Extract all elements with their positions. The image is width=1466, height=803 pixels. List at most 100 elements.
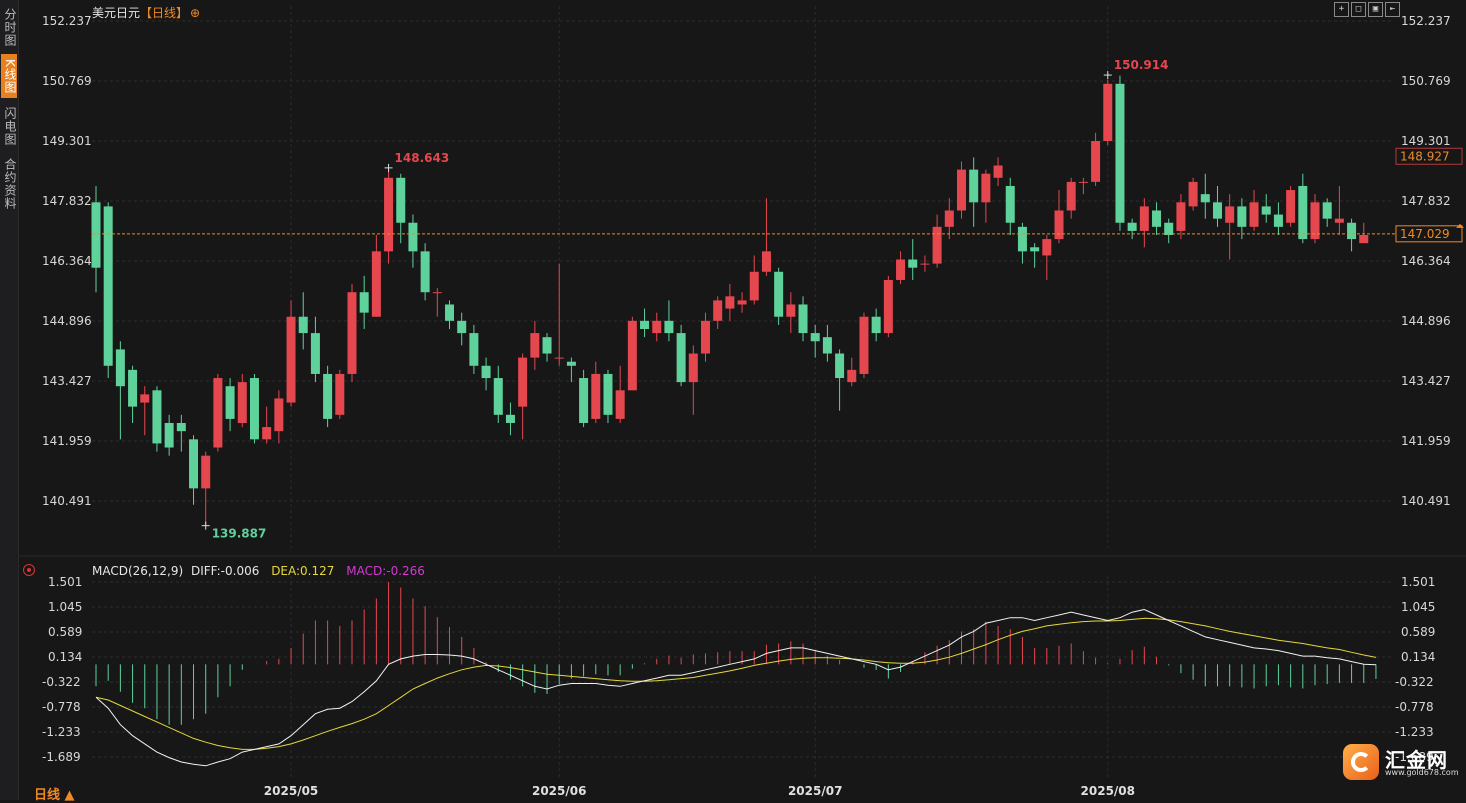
candle-body xyxy=(1152,210,1162,227)
candle-body xyxy=(1005,185,1015,223)
candle-body xyxy=(1273,214,1283,227)
date-tick-label: 2025/06 xyxy=(532,784,586,798)
logo-mark-icon xyxy=(1343,744,1379,780)
candle xyxy=(262,406,272,444)
candle-body xyxy=(993,165,1003,178)
candle-body xyxy=(725,296,735,309)
candle xyxy=(164,414,174,456)
candle-body xyxy=(883,279,893,334)
fullscreen-icon[interactable]: ▣ xyxy=(1368,2,1383,17)
price-tick-label: 147.832 xyxy=(42,194,92,208)
candle-body xyxy=(774,271,784,317)
candle-body xyxy=(932,226,942,264)
candle-body xyxy=(384,177,394,252)
candle-body xyxy=(1286,190,1296,223)
candle xyxy=(91,185,101,293)
candle xyxy=(1139,198,1149,248)
candle-body xyxy=(847,369,857,383)
tab-flash-chart[interactable]: 闪电图 xyxy=(3,106,17,146)
fit-icon[interactable]: □ xyxy=(1351,2,1366,17)
candle-body xyxy=(262,427,272,440)
candle-body xyxy=(688,353,698,383)
candle xyxy=(908,239,918,280)
candle xyxy=(1359,222,1369,244)
price-label-box xyxy=(1395,147,1463,165)
candle-body xyxy=(1200,194,1210,203)
candle-body xyxy=(1091,141,1101,182)
candle-body xyxy=(969,169,979,203)
tab-kline[interactable]: K线图 xyxy=(1,54,17,98)
candle-body xyxy=(335,373,345,415)
candle-body xyxy=(1322,202,1332,219)
candle-body xyxy=(505,414,515,423)
price-tick-label: 150.769 xyxy=(42,74,92,88)
candle xyxy=(688,345,698,415)
candle xyxy=(1261,194,1271,223)
candle-body xyxy=(810,333,820,342)
candle-body xyxy=(225,386,235,419)
macd-tick-label: -1.233 xyxy=(42,725,81,739)
back-icon[interactable]: ⇤ xyxy=(1385,2,1400,17)
tab-timeshare[interactable]: 分时图 xyxy=(3,7,17,47)
candle xyxy=(371,235,381,317)
candle xyxy=(981,169,991,223)
price-tick-label: 144.896 xyxy=(42,314,92,328)
macd-tick-label: 1.501 xyxy=(1401,575,1435,589)
candle-body xyxy=(859,316,869,374)
candle-body xyxy=(835,353,845,379)
price-tick-label: 140.491 xyxy=(42,494,92,508)
candle xyxy=(103,202,113,379)
indicator-settings-icon[interactable] xyxy=(23,564,35,576)
price-tick-label: 141.959 xyxy=(1401,434,1451,448)
period-label: 【日线】 xyxy=(140,6,189,20)
price-tick-label: 146.364 xyxy=(42,254,92,268)
candle xyxy=(1042,235,1052,280)
candle xyxy=(883,275,893,338)
candle xyxy=(420,243,430,301)
candle-body xyxy=(798,304,808,334)
macd-tick-label: 1.045 xyxy=(48,600,82,614)
tab-contract-info[interactable]: 合约资料 xyxy=(3,158,17,210)
candle xyxy=(1212,185,1222,227)
candle xyxy=(932,214,942,268)
candle xyxy=(920,255,930,272)
candle xyxy=(323,365,333,428)
candle-body xyxy=(737,300,747,305)
candle xyxy=(810,324,820,358)
candle-body xyxy=(627,320,637,391)
price-tick-label: 149.301 xyxy=(42,134,92,148)
candle xyxy=(1188,177,1198,211)
candle xyxy=(1005,177,1015,236)
circle-plus-icon[interactable]: ⊕ xyxy=(190,6,201,20)
candle-body xyxy=(1225,206,1235,223)
candle xyxy=(944,198,954,240)
candle-body xyxy=(542,337,552,354)
candle-body xyxy=(603,373,613,415)
candle-body xyxy=(481,365,491,379)
price-tick-label: 150.769 xyxy=(1401,74,1451,88)
candle xyxy=(1273,202,1283,236)
macd-tick-label: 0.134 xyxy=(1401,650,1435,664)
macd-tick-label: -0.322 xyxy=(1395,675,1434,689)
candle xyxy=(749,255,759,305)
macd-tick-label: -0.778 xyxy=(42,700,81,714)
candle xyxy=(822,324,832,362)
candle xyxy=(652,312,662,342)
price-label-text: 148.927 xyxy=(1400,149,1450,163)
candle-body xyxy=(664,320,674,334)
candle-body xyxy=(713,300,723,321)
candle xyxy=(798,296,808,342)
crosshair-icon[interactable]: + xyxy=(1334,2,1349,17)
candle-body xyxy=(493,378,503,415)
candle xyxy=(1176,194,1186,240)
candle xyxy=(347,284,357,383)
candle xyxy=(493,365,503,423)
candle xyxy=(445,300,455,329)
candle-body xyxy=(701,320,710,354)
candle-body xyxy=(591,373,601,419)
candle-body xyxy=(530,333,540,358)
period-selector-button[interactable]: 日线 ▲ xyxy=(34,784,75,803)
symbol-name: 美元日元 xyxy=(92,6,141,20)
extreme-label: 148.643 xyxy=(395,151,450,165)
